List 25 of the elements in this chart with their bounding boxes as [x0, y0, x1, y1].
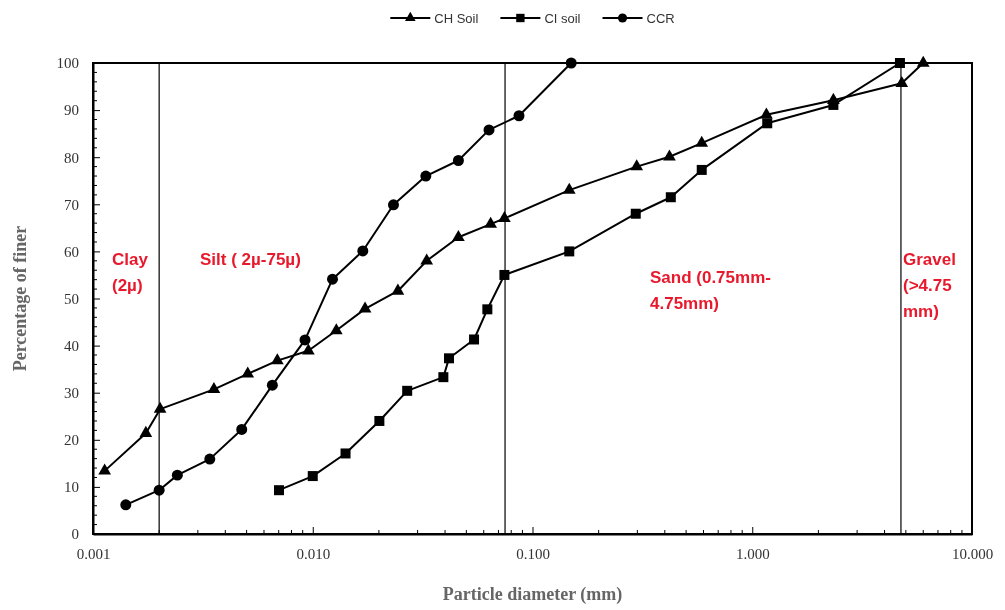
x-axis-title: Particle diameter (mm)	[442, 584, 623, 605]
y-tick-label: 10	[64, 479, 79, 496]
annotation: Silt ( 2µ-75µ)	[200, 250, 301, 269]
y-tick-label: 40	[64, 337, 79, 354]
y-tick-label: 50	[64, 290, 79, 307]
y-tick-label: 30	[64, 385, 79, 401]
legend-label: CI soil	[544, 11, 581, 26]
y-tick-label: 80	[64, 149, 79, 166]
legend-label: CH Soil	[434, 11, 479, 26]
y-tick-label: 0	[71, 526, 79, 543]
x-tick-label: 0.001	[76, 545, 111, 562]
x-tick-label: 0.100	[516, 545, 550, 562]
y-tick-label: 20	[64, 432, 79, 449]
annotation: Clay (2µ)	[112, 250, 149, 295]
y-tick-label: 100	[56, 55, 79, 72]
legend-label: CCR	[646, 11, 675, 26]
y-tick-label: 70	[64, 196, 79, 213]
x-tick-label: 10.000	[951, 545, 994, 562]
annotation: Sand (0.75mm- 4.75mm)	[650, 268, 771, 313]
y-tick-label: 60	[64, 243, 79, 260]
y-tick-label: 90	[64, 102, 79, 119]
y-axis-title: Percentage of finer	[10, 225, 30, 372]
x-tick-label: 1.000	[735, 545, 770, 562]
x-tick-label: 0.010	[296, 545, 331, 562]
annotation: Gravel (>4.75 mm)	[903, 250, 956, 321]
